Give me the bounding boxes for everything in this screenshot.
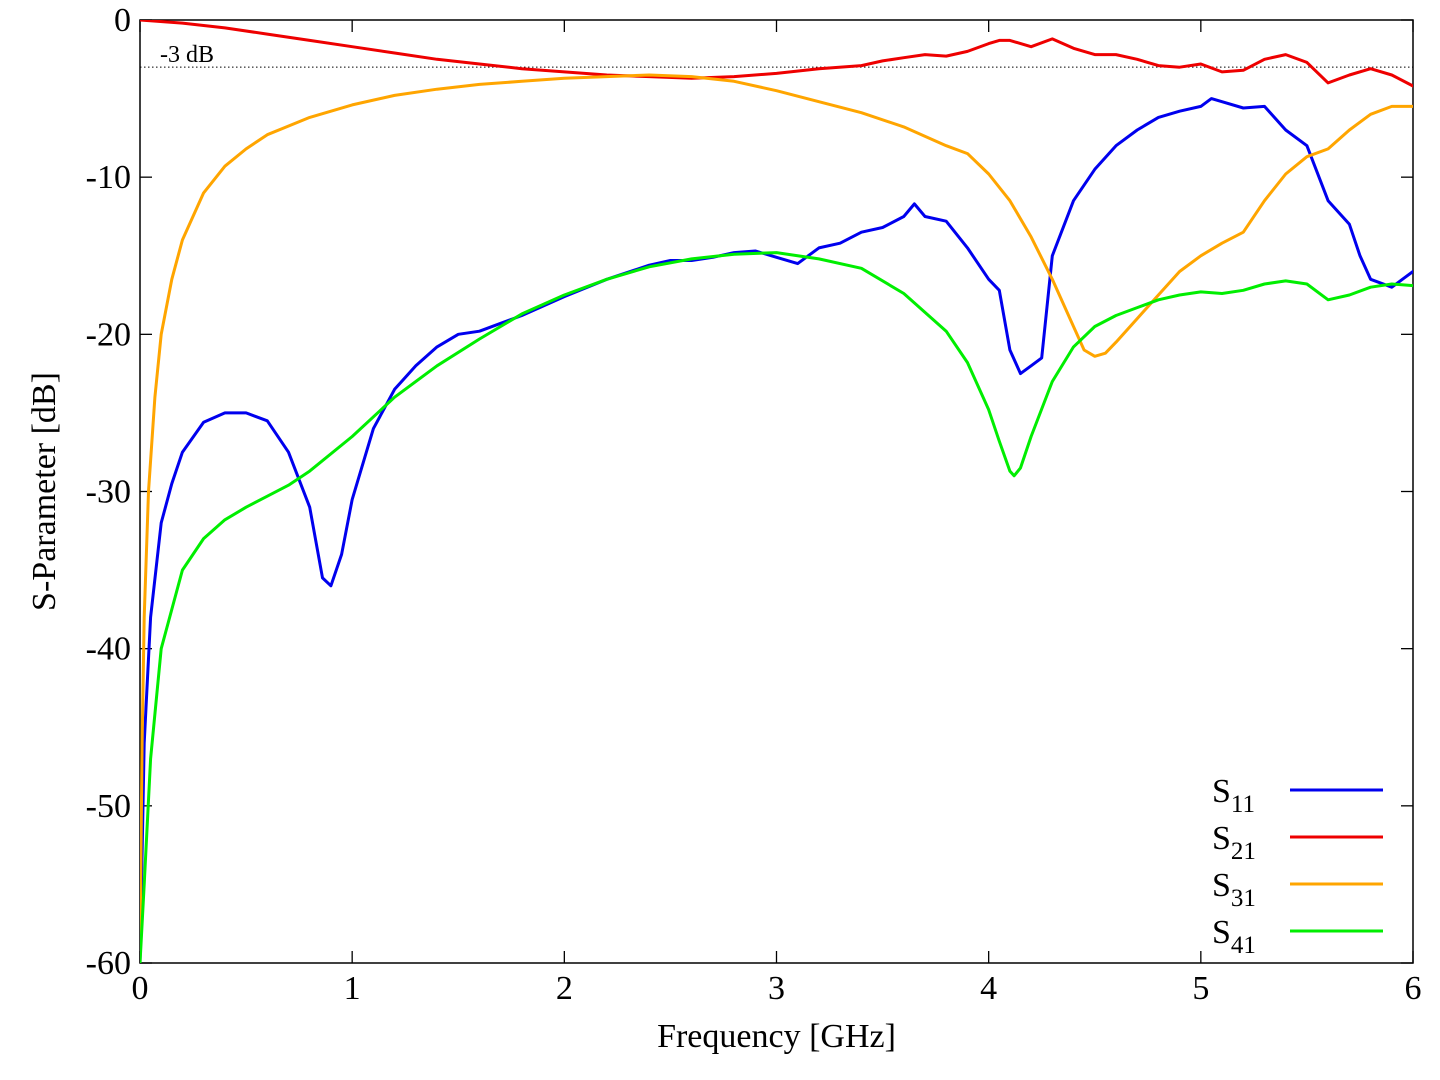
series-line-s41 bbox=[140, 251, 1413, 963]
series-line-s21 bbox=[140, 20, 1413, 88]
x-tick-label: 3 bbox=[768, 970, 785, 1007]
y-axis-title: S-Parameter [dB] bbox=[26, 372, 63, 611]
y-tick-label: -30 bbox=[86, 474, 131, 511]
x-tick-label: 5 bbox=[1192, 970, 1209, 1007]
x-tick-label: 4 bbox=[980, 970, 997, 1007]
series-line-s11 bbox=[140, 97, 1413, 963]
legend-label-s21: S21 bbox=[1212, 820, 1256, 865]
legend-label-s41: S41 bbox=[1212, 914, 1256, 959]
x-tick-label: 2 bbox=[556, 970, 573, 1007]
x-tick-label: 6 bbox=[1405, 970, 1422, 1007]
reference-line-label: -3 dB bbox=[160, 42, 214, 68]
y-tick-label: -60 bbox=[86, 945, 131, 982]
y-tick-label: -10 bbox=[86, 159, 131, 196]
x-tick-label: 0 bbox=[132, 970, 149, 1007]
series-group bbox=[140, 20, 1413, 963]
x-axis-title: Frequency [GHz] bbox=[657, 1018, 896, 1055]
y-tick-label: -50 bbox=[86, 788, 131, 825]
y-tick-label: -20 bbox=[86, 316, 131, 353]
y-tick-label: -40 bbox=[86, 631, 131, 668]
x-tick-label: 1 bbox=[344, 970, 361, 1007]
legend-label-s11: S11 bbox=[1212, 773, 1255, 818]
series-line-s31 bbox=[140, 73, 1413, 949]
labels-group: 0 1 2 3 4 5 6 -60 -50 -40 -30 -20 -10 0 Frequency [GHz… bbox=[26, 2, 1422, 1055]
legend-label-s31: S31 bbox=[1212, 867, 1256, 912]
y-tick-label: 0 bbox=[114, 2, 131, 39]
